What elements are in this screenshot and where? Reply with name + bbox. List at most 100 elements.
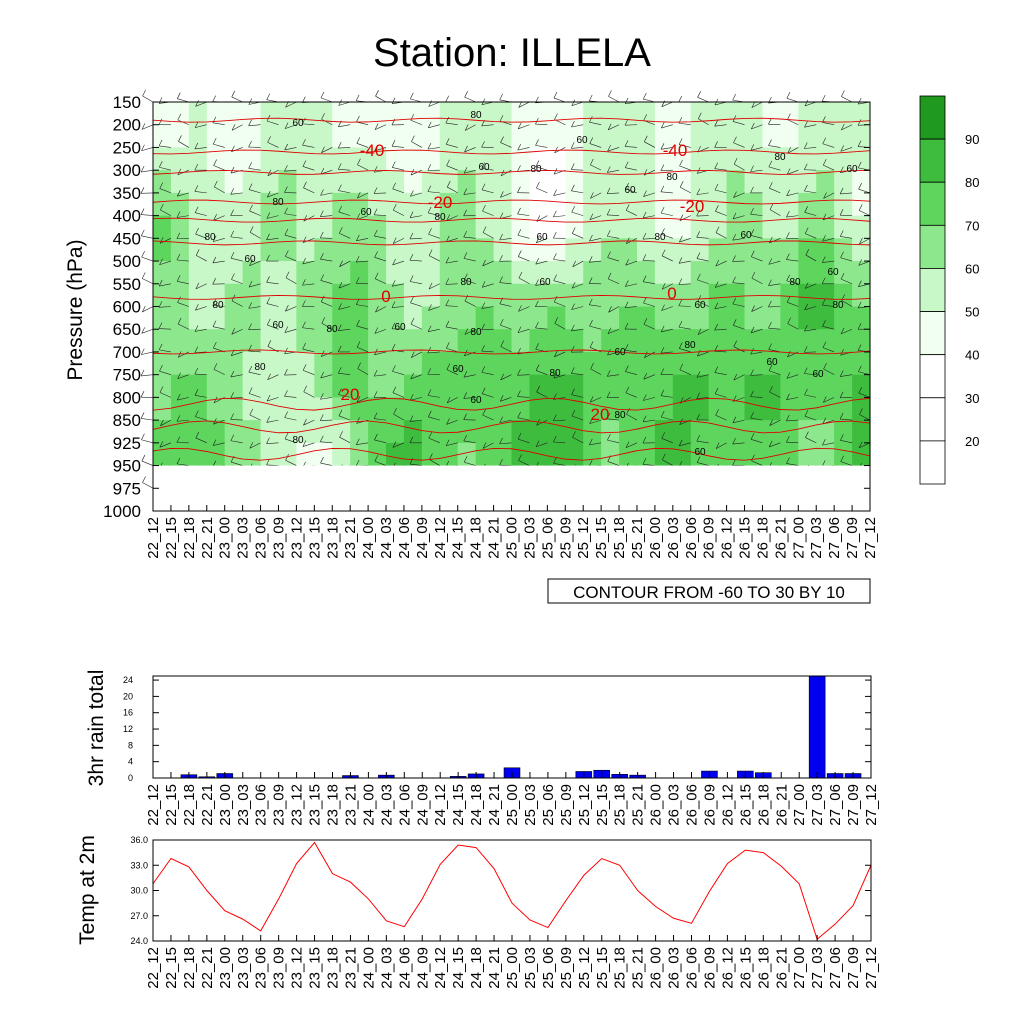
rh-cell — [206, 192, 226, 217]
rh-cell — [457, 215, 477, 239]
humidity-contour-label: 80 — [470, 327, 482, 338]
wind-barb-flag — [446, 396, 451, 404]
wind-barb-flag — [410, 92, 414, 100]
rh-cell — [816, 442, 835, 467]
wind-barb-flag — [141, 144, 145, 151]
wind-barb — [338, 283, 351, 289]
wind-barb-flag — [570, 142, 575, 149]
time-tick-label: 25_09 — [557, 517, 574, 559]
rh-cell — [439, 192, 459, 217]
wind-barb — [678, 122, 691, 126]
pressure-axis: 1502002503003504004505005506006507007508… — [103, 93, 870, 521]
wind-barb-flag — [803, 163, 808, 170]
rh-cell — [708, 238, 728, 262]
wind-barb — [410, 323, 423, 330]
time-tick-label: 26_15 — [737, 784, 754, 826]
rh-cell — [188, 283, 208, 308]
rh-cell — [762, 192, 781, 217]
rh-cell — [583, 351, 602, 376]
rh-cell — [511, 192, 531, 217]
wind-barb — [841, 124, 853, 131]
rh-cell — [403, 351, 423, 376]
humidity-contour-label: 80 — [212, 300, 224, 311]
rh-cell — [403, 261, 423, 285]
rh-cell — [726, 306, 746, 330]
wind-barb — [841, 300, 853, 307]
wind-barb-flag — [768, 160, 773, 167]
wind-barb-flag — [392, 258, 396, 266]
wind-barb — [804, 306, 817, 311]
wind-barb-flag — [750, 348, 754, 355]
wind-barb-flag — [409, 415, 414, 422]
wind-barb-flag — [374, 327, 379, 334]
wind-barb-flag — [409, 211, 414, 218]
wind-barb — [338, 124, 351, 128]
wind-barb-flag — [141, 348, 145, 355]
rh-cell — [188, 102, 208, 126]
rh-cell — [224, 192, 244, 217]
wind-barb-flag — [178, 135, 182, 142]
wind-barb-flag — [644, 135, 648, 142]
wind-barb-flag — [517, 369, 521, 376]
wind-barb — [840, 257, 853, 262]
rh-cell — [296, 351, 315, 376]
rh-cell — [457, 192, 477, 217]
wind-barb-flag — [750, 208, 754, 215]
rh-cell — [350, 306, 369, 330]
wind-barb — [266, 397, 279, 402]
rh-cell — [439, 351, 459, 376]
wind-barb — [285, 306, 297, 312]
wind-barb-flag — [840, 145, 844, 152]
wind-barb — [357, 192, 369, 199]
wind-barb-flag — [302, 236, 307, 243]
wind-barb — [374, 351, 387, 356]
wind-barb-flag — [750, 326, 755, 334]
wind-barb — [786, 98, 799, 103]
wind-barb-flag — [392, 204, 397, 211]
temp-y-tick-label: 24.0 — [130, 936, 148, 946]
wind-barb-flag — [571, 99, 576, 106]
rh-cell — [206, 351, 226, 376]
wind-barb — [248, 283, 261, 288]
wind-barb — [590, 192, 602, 199]
rh-cell — [816, 170, 835, 194]
wind-barb — [284, 213, 297, 216]
wind-barb-flag — [302, 117, 306, 125]
temperature-contour-line — [152, 420, 871, 434]
rh-cell — [153, 261, 172, 285]
rh-cell — [798, 238, 817, 262]
wind-barb — [159, 392, 172, 398]
wind-barb-flag — [733, 191, 737, 198]
rh-cell — [636, 442, 656, 467]
rh-cell — [636, 283, 656, 308]
wind-barb-flag — [679, 214, 684, 221]
wind-barb-flag — [678, 138, 683, 145]
wind-barb-flag — [572, 431, 576, 438]
wind-barb — [410, 98, 422, 103]
rh-cell — [708, 374, 728, 398]
rh-cell — [457, 170, 477, 194]
wind-barb-flag — [750, 411, 754, 419]
rh-cell — [690, 420, 710, 444]
rh-cell — [529, 442, 548, 467]
colorbar-box — [919, 181, 946, 226]
time-tick-label: 25_03 — [522, 947, 539, 989]
wind-barb — [194, 191, 207, 194]
rh-cell — [547, 102, 566, 126]
rh-cell — [762, 397, 781, 421]
rh-cell — [493, 192, 513, 217]
rh-cell — [816, 147, 835, 171]
wind-barb-flag — [482, 226, 487, 233]
rain-bar — [808, 675, 826, 779]
wind-barb-flag — [571, 409, 576, 417]
wind-barb — [177, 323, 189, 330]
wind-barb — [840, 418, 853, 421]
rh-cell — [421, 170, 441, 194]
wind-barb-flag — [356, 234, 360, 241]
rh-cell — [314, 374, 333, 398]
pressure-tick-label: 650 — [113, 320, 141, 339]
wind-barb-flag — [588, 460, 593, 467]
rh-cell — [475, 215, 495, 239]
rh-cell — [278, 306, 297, 330]
wind-barb — [732, 442, 745, 445]
